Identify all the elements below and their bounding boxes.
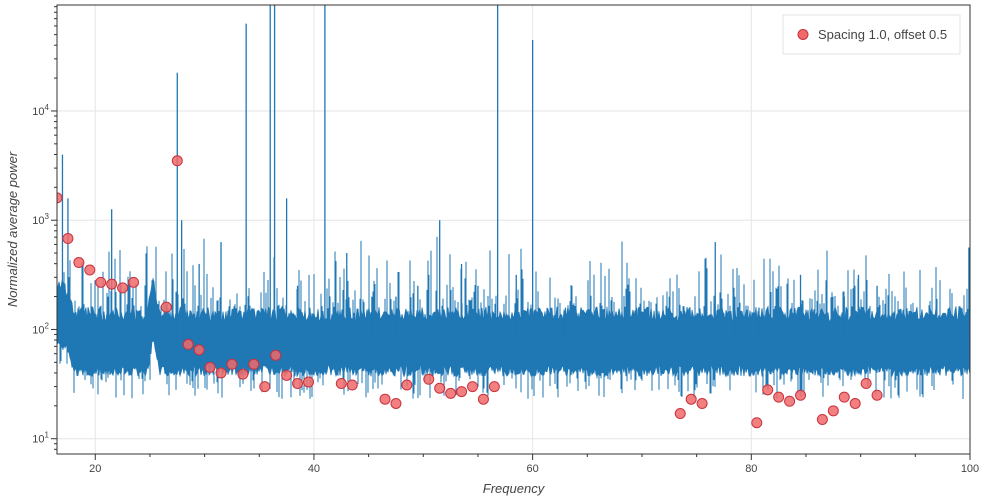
scatter-point	[270, 349, 282, 361]
scatter-point	[860, 378, 872, 390]
scatter-point	[827, 405, 839, 417]
scatter-point	[160, 301, 172, 313]
scatter-point	[456, 386, 468, 398]
scatter-point	[838, 391, 850, 403]
spectrum-peaks	[61, 5, 970, 340]
scatter-point	[248, 358, 260, 370]
scatter-point	[215, 367, 227, 379]
scatter-point	[685, 393, 697, 405]
scatter-point	[171, 155, 183, 167]
x-tick-label: 100	[961, 463, 979, 475]
scatter-point	[73, 257, 85, 269]
x-tick-label: 60	[527, 463, 539, 475]
scatter-point	[346, 379, 358, 391]
scatter-point	[84, 264, 96, 276]
scatter-point	[466, 381, 478, 393]
plot-frame	[56, 4, 971, 455]
scatter-point	[204, 361, 216, 373]
x-tick-label: 80	[745, 463, 757, 475]
scatter-point	[335, 378, 347, 390]
scatter-point	[117, 282, 129, 294]
scatter-point	[795, 389, 807, 401]
legend-box	[782, 14, 961, 55]
scatter-point	[226, 358, 238, 370]
scatter-point	[281, 369, 293, 381]
scatter-point	[128, 276, 140, 288]
x-tick-label: 20	[89, 463, 101, 475]
legend-label: Spacing 1.0, offset 0.5	[818, 27, 947, 42]
spectrum-fill	[57, 277, 970, 378]
scatter-point	[445, 387, 457, 399]
legend-marker	[797, 29, 809, 40]
scatter-point	[816, 413, 828, 425]
scatter-point	[379, 393, 391, 405]
scatter-point	[488, 381, 500, 393]
spectrum-band	[57, 277, 970, 378]
scatter-point	[193, 344, 205, 356]
scatter-point	[762, 384, 774, 396]
scatter-point	[292, 378, 304, 390]
scatter-point	[57, 192, 63, 204]
scatter-point	[477, 393, 489, 405]
scatter-point	[401, 379, 413, 391]
scatter-point	[182, 338, 194, 350]
plot-area	[57, 5, 970, 429]
x-axis-title: Frequency	[483, 481, 546, 496]
y-axis-title: Normalized average power	[5, 151, 20, 307]
scatter-point	[773, 391, 785, 403]
x-axis: 20 40 60 80 100	[89, 454, 979, 475]
scatter-point	[849, 398, 861, 410]
scatter-point	[696, 398, 708, 410]
scatter-point	[674, 408, 686, 420]
scatter-point	[95, 276, 107, 288]
scatter-point	[237, 368, 249, 380]
x-tick-label: 40	[308, 463, 320, 475]
legend: Spacing 1.0, offset 0.5	[782, 14, 961, 55]
scatter-point	[302, 376, 314, 388]
scatter-markers	[57, 155, 883, 429]
scatter-point	[259, 381, 271, 393]
scatter-point	[784, 395, 796, 407]
scatter-point	[390, 398, 402, 410]
scatter-point	[751, 417, 763, 429]
scatter-point	[423, 373, 435, 385]
scatter-point	[106, 278, 118, 290]
scatter-point	[434, 382, 446, 394]
scatter-point	[62, 233, 74, 245]
scatter-point	[871, 389, 883, 401]
